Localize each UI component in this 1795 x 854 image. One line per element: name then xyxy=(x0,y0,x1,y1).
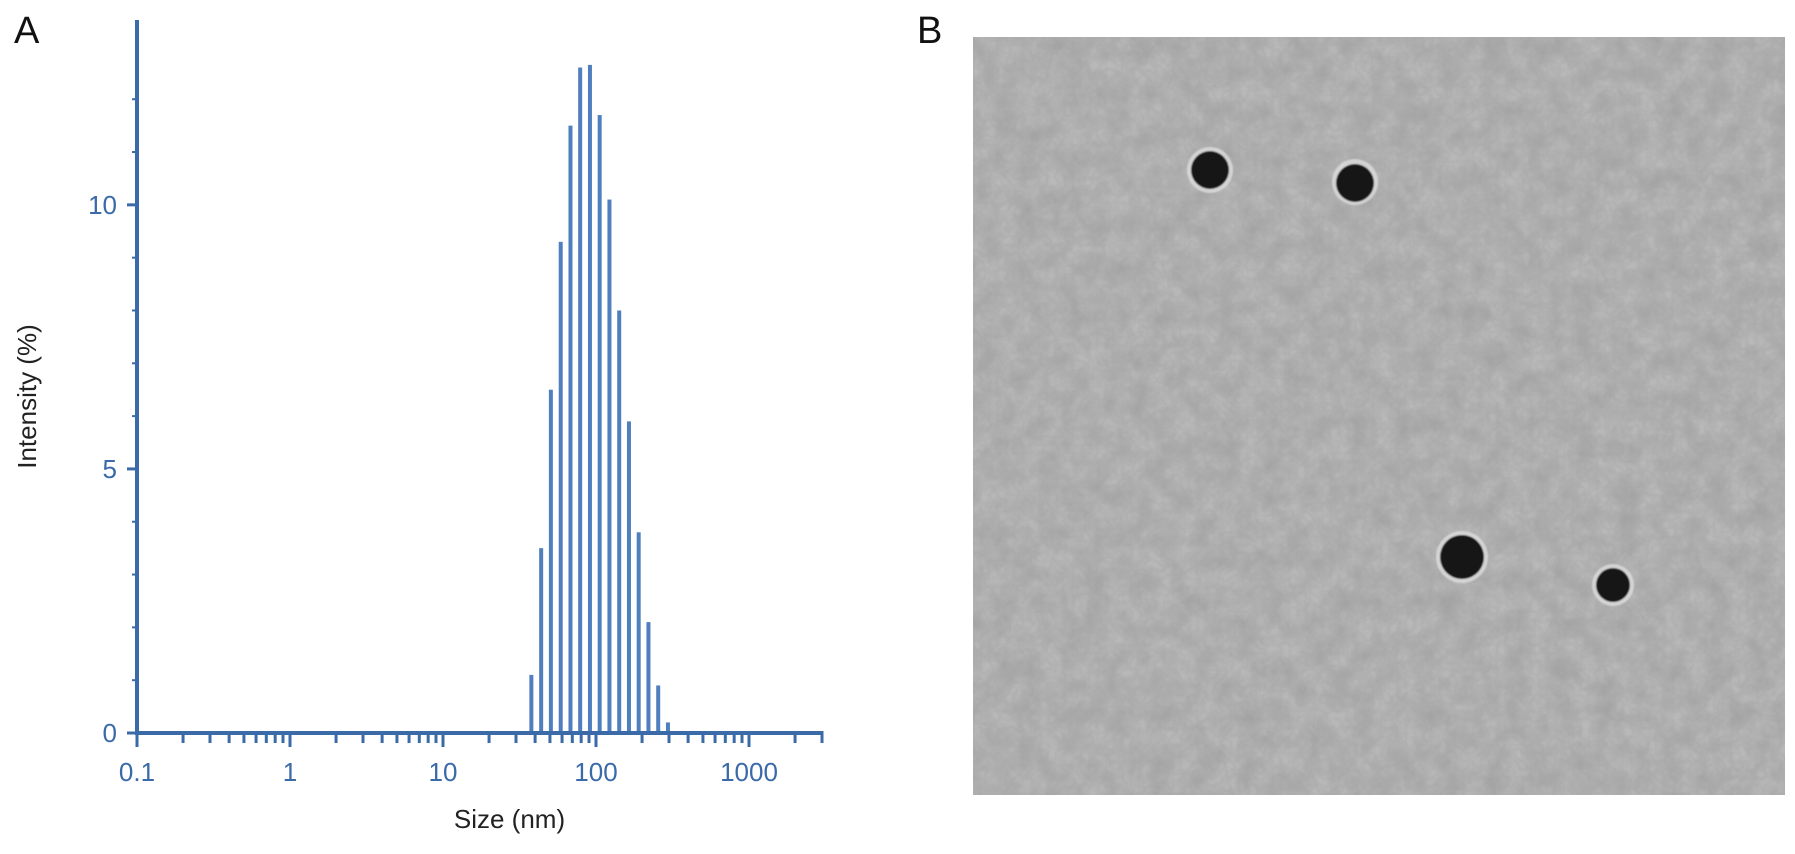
bar xyxy=(656,685,661,733)
bar xyxy=(558,241,563,734)
nanoparticle xyxy=(1191,151,1229,189)
bar xyxy=(665,722,670,733)
panel-label-a: A xyxy=(14,10,40,52)
bar xyxy=(617,310,622,733)
x-tick-label: 0.1 xyxy=(119,757,155,787)
x-ticks-group: 0.1 1 10 100 1000 xyxy=(119,731,824,787)
bar xyxy=(607,199,612,733)
tem-texture-fine xyxy=(973,37,1785,795)
x-axis-title: Size (nm) xyxy=(454,804,565,834)
x-tick-label: 10 xyxy=(429,757,458,787)
x-tick-label: 100 xyxy=(574,757,617,787)
y-tick-label: 5 xyxy=(103,454,117,484)
nanoparticle xyxy=(1440,535,1484,579)
nanoparticle xyxy=(1336,164,1374,202)
y-tick-label: 10 xyxy=(88,190,117,220)
bar xyxy=(636,532,641,733)
x-tick-label: 1 xyxy=(283,757,297,787)
bar xyxy=(646,622,651,733)
size-distribution-chart: 0.1 1 10 100 1000 0 5 10 Size (nm) Intensity (… xyxy=(12,20,824,834)
panel-label-b: B xyxy=(917,10,943,52)
bar xyxy=(548,389,553,733)
x-tick-label: 1000 xyxy=(720,757,778,787)
tem-micrograph xyxy=(973,37,1785,795)
bars-group xyxy=(529,64,670,734)
bar xyxy=(597,115,602,734)
bar xyxy=(578,67,583,734)
bar xyxy=(587,64,592,734)
y-ticks-group: 0 5 10 xyxy=(88,98,137,748)
nanoparticle xyxy=(1596,568,1630,602)
bar xyxy=(529,674,534,733)
bar xyxy=(539,548,544,733)
y-axis-title: Intensity (%) xyxy=(12,324,42,469)
y-tick-label: 0 xyxy=(103,718,117,748)
particles-group xyxy=(1187,147,1634,606)
bar xyxy=(568,125,573,733)
bar xyxy=(626,421,631,733)
